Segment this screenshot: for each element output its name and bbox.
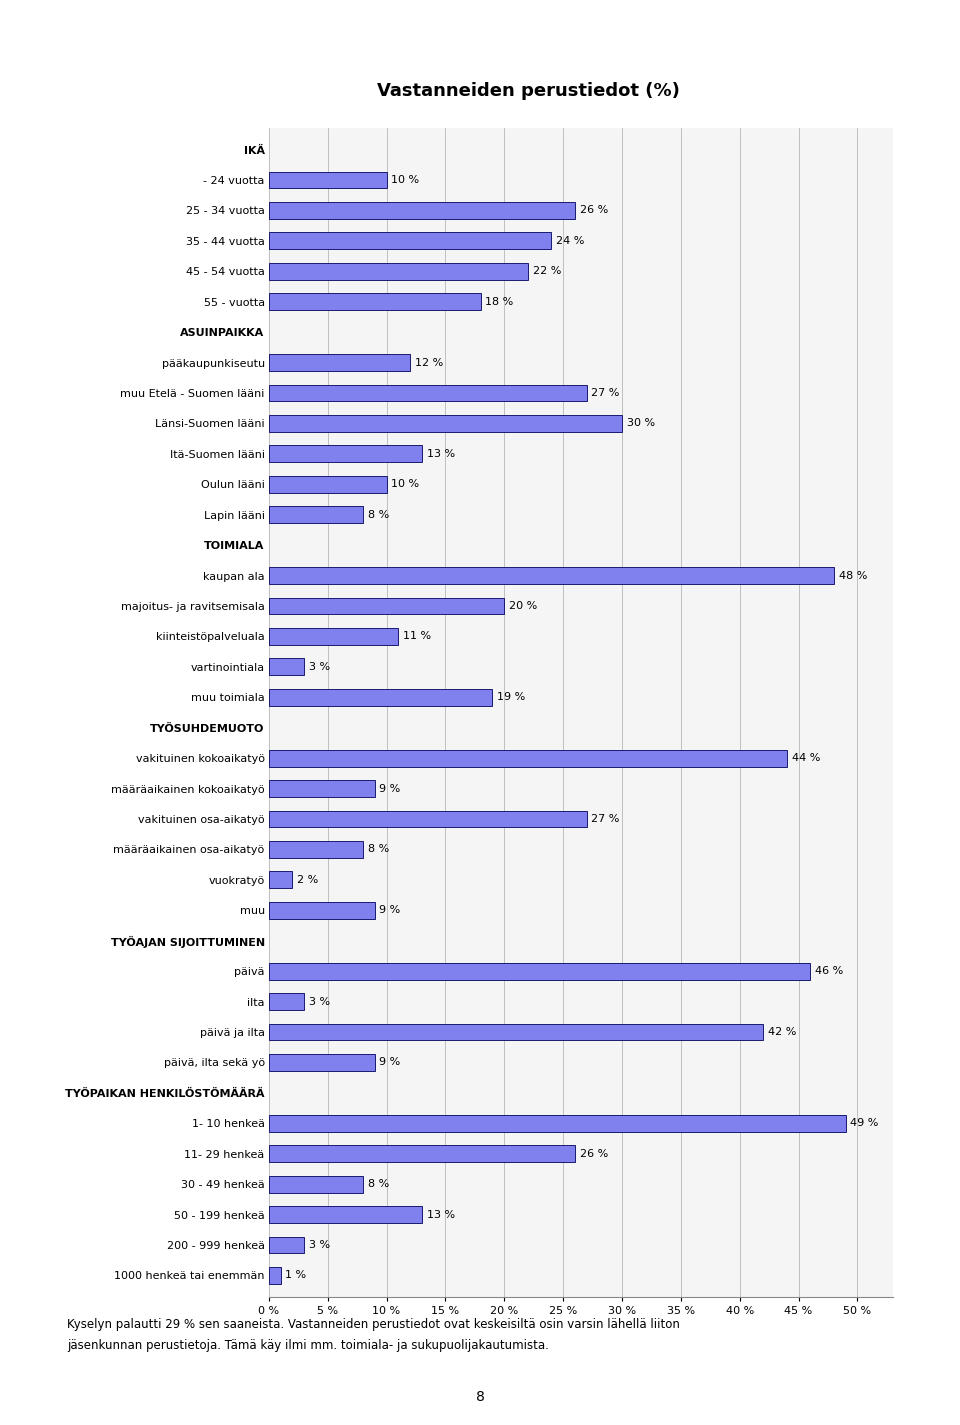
Bar: [269, 567, 834, 584]
Text: 11 %: 11 %: [403, 631, 431, 641]
Bar: [269, 1237, 304, 1254]
Text: 10 %: 10 %: [392, 479, 420, 489]
Bar: [269, 385, 587, 402]
Text: 8 %: 8 %: [368, 1178, 389, 1188]
Bar: [269, 658, 304, 675]
Text: 44 %: 44 %: [792, 754, 820, 764]
Text: 9 %: 9 %: [379, 784, 400, 794]
Text: 22 %: 22 %: [533, 266, 561, 276]
Text: 8: 8: [475, 1389, 485, 1404]
Bar: [269, 688, 492, 705]
Text: Kyselyn palautti 29 % sen saaneista. Vastanneiden perustiedot ovat keskeisiltä o: Kyselyn palautti 29 % sen saaneista. Vas…: [67, 1318, 680, 1331]
Bar: [269, 872, 293, 888]
Bar: [269, 1146, 575, 1163]
Text: 46 %: 46 %: [815, 966, 843, 976]
Text: 9 %: 9 %: [379, 1057, 400, 1067]
Text: 8 %: 8 %: [368, 510, 389, 520]
Bar: [269, 597, 504, 614]
Bar: [269, 446, 421, 462]
Text: 18 %: 18 %: [486, 296, 514, 306]
Text: 13 %: 13 %: [426, 449, 455, 459]
Text: 27 %: 27 %: [591, 388, 620, 398]
Text: 3 %: 3 %: [309, 661, 330, 671]
Text: 12 %: 12 %: [415, 358, 444, 368]
Bar: [269, 750, 787, 767]
Text: 19 %: 19 %: [497, 693, 525, 703]
Text: Vastanneiden perustiedot (%): Vastanneiden perustiedot (%): [376, 81, 680, 100]
Bar: [269, 262, 528, 279]
Text: 13 %: 13 %: [426, 1210, 455, 1220]
Bar: [269, 811, 587, 828]
Text: 26 %: 26 %: [580, 205, 608, 215]
Text: 3 %: 3 %: [309, 996, 330, 1006]
Text: 26 %: 26 %: [580, 1149, 608, 1159]
Text: 3 %: 3 %: [309, 1240, 330, 1250]
Bar: [269, 1023, 763, 1040]
Bar: [269, 628, 398, 644]
Text: 20 %: 20 %: [509, 601, 538, 611]
Text: 8 %: 8 %: [368, 845, 389, 855]
Bar: [269, 232, 551, 249]
Bar: [269, 294, 481, 311]
Bar: [269, 1206, 421, 1223]
Bar: [269, 202, 575, 219]
Bar: [269, 355, 410, 370]
Bar: [269, 1054, 374, 1070]
Bar: [269, 1114, 846, 1131]
Text: 48 %: 48 %: [839, 570, 867, 580]
Text: 27 %: 27 %: [591, 814, 620, 824]
Bar: [269, 506, 363, 523]
Text: 9 %: 9 %: [379, 905, 400, 915]
Text: 42 %: 42 %: [768, 1027, 797, 1037]
Text: 49 %: 49 %: [851, 1119, 878, 1129]
Text: jäsenkunnan perustietoja. Tämä käy ilmi mm. toimiala- ja sukupuolijakautumista.: jäsenkunnan perustietoja. Tämä käy ilmi …: [67, 1340, 549, 1352]
Bar: [269, 993, 304, 1010]
Bar: [269, 781, 374, 797]
Text: 1 %: 1 %: [285, 1271, 306, 1281]
Text: 24 %: 24 %: [556, 237, 585, 247]
Bar: [269, 1267, 280, 1284]
Text: 2 %: 2 %: [297, 875, 319, 885]
Bar: [269, 476, 387, 493]
Bar: [269, 171, 387, 188]
Bar: [269, 415, 622, 432]
Bar: [269, 1176, 363, 1193]
Text: 10 %: 10 %: [392, 175, 420, 185]
Bar: [269, 902, 374, 919]
Bar: [269, 841, 363, 858]
Text: 30 %: 30 %: [627, 419, 655, 429]
Bar: [269, 963, 810, 979]
